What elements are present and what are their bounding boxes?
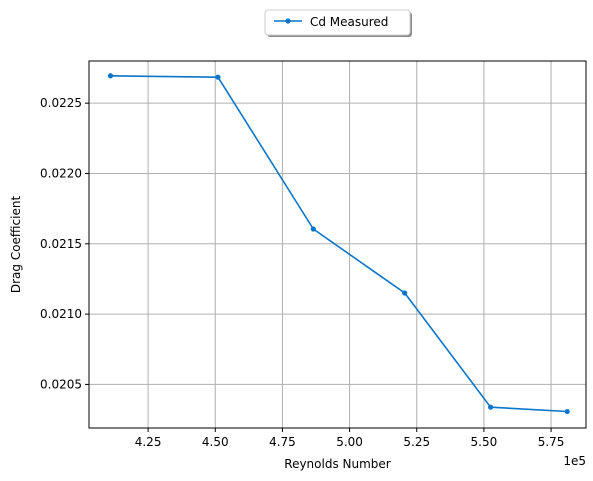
axes-frame <box>88 60 587 429</box>
x-tick-label: 4.75 <box>269 435 296 449</box>
legend-label: Cd Measured <box>310 15 388 29</box>
y-tick-label: 0.0205 <box>40 377 82 391</box>
series-line <box>110 75 568 413</box>
x-tick-label: 5.50 <box>471 435 498 449</box>
x-axis-offset-label: 1e5 <box>563 454 586 468</box>
y-tick-label: 0.0220 <box>40 166 82 180</box>
x-axis-ticks: 4.25 4.50 4.75 5.00 5.25 5.50 5.75 <box>135 428 565 449</box>
data-point <box>215 74 221 80</box>
x-tick-label: 5.75 <box>538 435 565 449</box>
x-axis-label: Reynolds Number <box>284 457 391 471</box>
grid-lines <box>89 61 586 428</box>
data-point <box>488 404 494 410</box>
legend-box <box>264 9 411 36</box>
y-tick-label: 0.0225 <box>40 96 82 110</box>
y-axis-ticks: 0.0205 0.0210 0.0215 0.0220 0.0225 <box>40 96 89 391</box>
data-point <box>402 290 408 296</box>
data-point <box>310 226 316 232</box>
data-point <box>107 73 114 79</box>
x-tick-label: 5.00 <box>336 435 363 449</box>
data-point <box>564 408 570 415</box>
series-layer <box>107 73 570 415</box>
y-axis-label: Drag Coefficient <box>9 196 23 294</box>
x-tick-label: 4.25 <box>135 435 162 449</box>
x-tick-label: 5.25 <box>403 435 430 449</box>
legend: Cd Measured <box>264 9 412 37</box>
x-tick-label: 4.50 <box>202 435 229 449</box>
y-tick-label: 0.0210 <box>40 307 82 321</box>
y-tick-label: 0.0215 <box>40 237 82 251</box>
legend-marker <box>285 18 291 24</box>
